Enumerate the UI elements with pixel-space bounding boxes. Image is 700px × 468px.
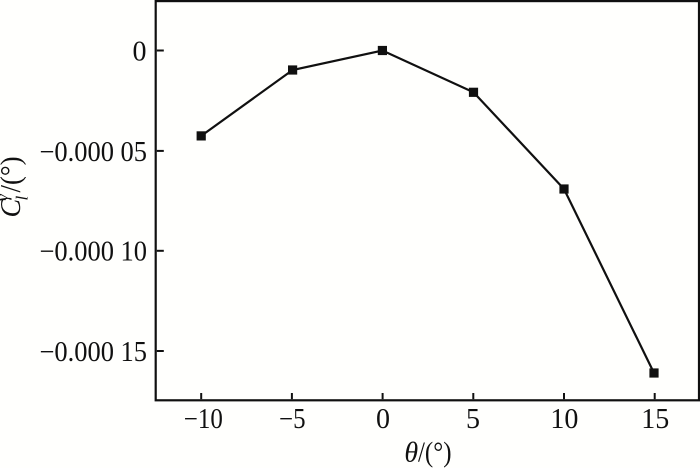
svg-text:−0.000 05: −0.000 05 xyxy=(40,137,148,168)
svg-text:θ: θ xyxy=(404,438,418,468)
svg-text:0: 0 xyxy=(133,36,147,67)
svg-text:−10: −10 xyxy=(184,404,223,435)
svg-text:l: l xyxy=(13,196,32,201)
svg-text:−0.000 10: −0.000 10 xyxy=(40,237,148,268)
svg-text:−5: −5 xyxy=(279,404,306,435)
svg-text:/(°): /(°) xyxy=(418,438,452,468)
svg-text:γ: γ xyxy=(0,193,12,201)
svg-text:15: 15 xyxy=(641,404,669,435)
svg-text:10: 10 xyxy=(550,404,578,435)
svg-text:C: C xyxy=(0,199,27,218)
svg-text:/(°): /(°) xyxy=(0,157,27,193)
svg-text:0: 0 xyxy=(376,404,390,435)
svg-text:5: 5 xyxy=(466,404,480,435)
svg-text:−0.000 15: −0.000 15 xyxy=(40,337,148,368)
